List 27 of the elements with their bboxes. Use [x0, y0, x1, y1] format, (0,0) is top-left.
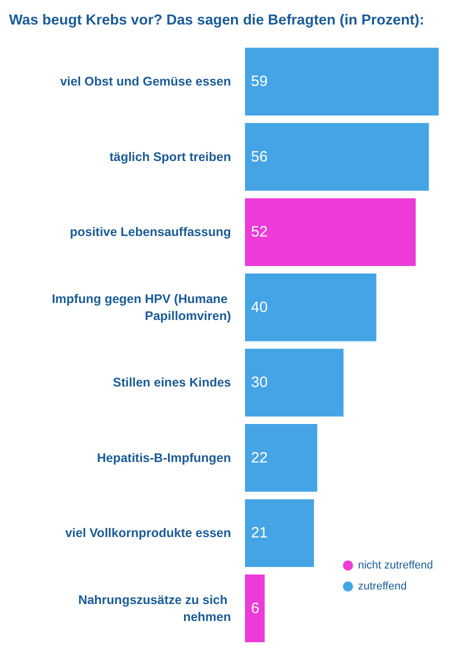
data-label: 6	[251, 600, 260, 617]
bar	[245, 499, 314, 567]
data-label: 22	[251, 449, 268, 466]
bar	[245, 274, 376, 342]
y-tick-label: Stillen eines Kindes	[112, 376, 232, 390]
bar	[245, 198, 416, 266]
bar	[245, 348, 344, 416]
bar	[245, 574, 265, 642]
data-label: 40	[251, 298, 268, 316]
data-label: 56	[251, 148, 268, 166]
chart-title: Was beugt Krebs vor? Das sagen die Befragten (in Prozent):	[9, 12, 424, 28]
y-tick-label: Impfung gegen HPV (Humane Papillomviren)	[52, 292, 231, 323]
bar	[245, 48, 439, 116]
data-label: 21	[251, 524, 268, 542]
legend-label: nicht zutreffend	[358, 560, 434, 572]
data-label: 52	[251, 224, 268, 241]
y-tick-label: täglich Sport treiben	[109, 150, 231, 164]
data-label: 30	[251, 374, 268, 392]
bar	[245, 123, 429, 191]
y-tick-label: viel Vollkornprodukte essen	[65, 526, 231, 540]
y-tick-label: viel Obst und Gemüse essen	[60, 74, 231, 89]
bar	[245, 424, 318, 492]
y-tick-label: Hepatitis-B-Impfungen	[96, 450, 231, 465]
y-tick-label: Nahrungszusätze zu sich nehmen	[78, 592, 231, 624]
legend-label: zutreffend	[358, 580, 407, 592]
y-tick-label: positive Lebensauffassung	[70, 225, 231, 240]
data-label: 59	[251, 73, 268, 90]
